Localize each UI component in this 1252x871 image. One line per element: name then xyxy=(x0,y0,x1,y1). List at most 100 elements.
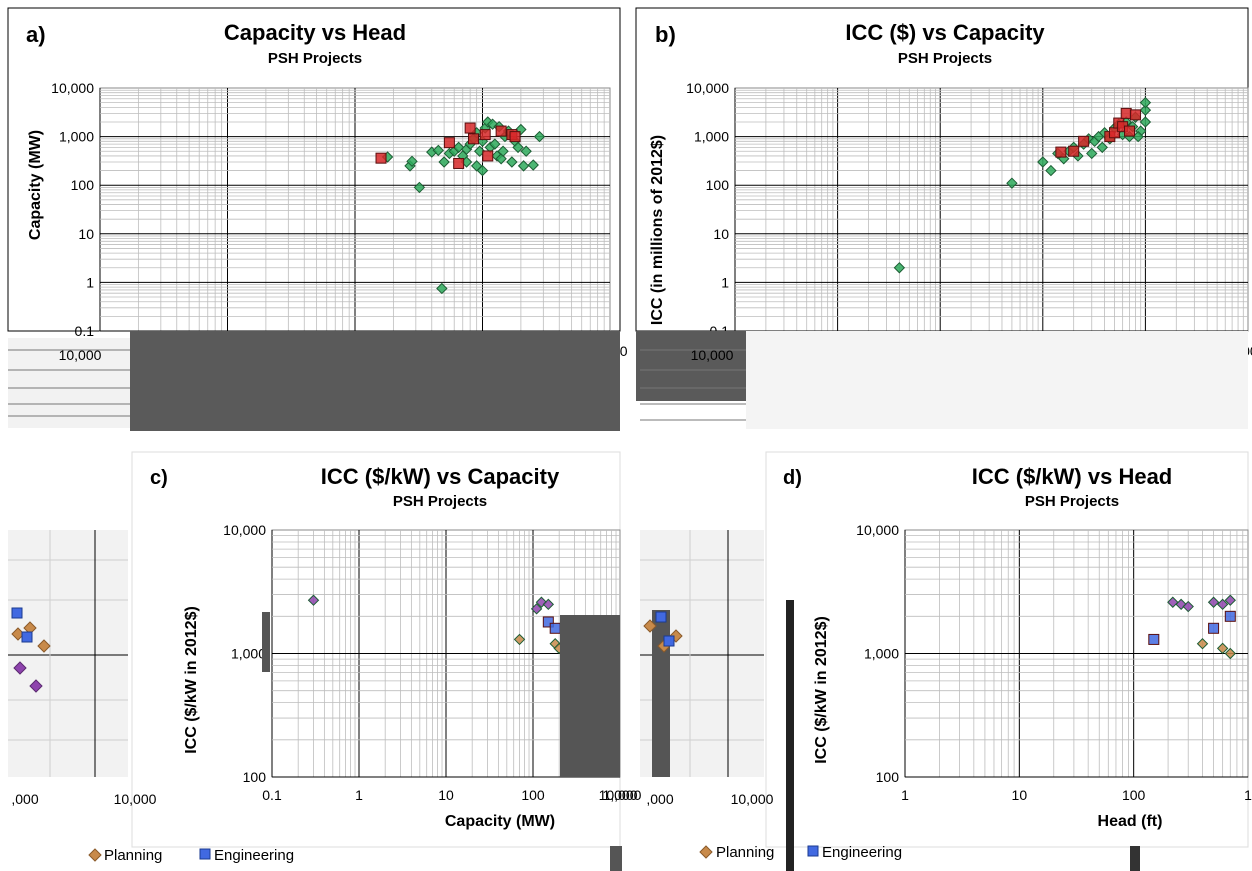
panel-b-title: ICC ($) vs Capacity xyxy=(845,20,1045,45)
panel-c-ytick: 100 xyxy=(243,769,267,785)
panel-b-point-engineering xyxy=(1139,116,1152,128)
glitch-bottom-right xyxy=(1130,846,1140,871)
panel-a-point-constructed xyxy=(375,152,387,164)
panel-d-xtick: 100 xyxy=(1122,787,1146,803)
panel-a-point-engineering xyxy=(436,282,448,295)
panel-a-point-engineering xyxy=(527,159,539,171)
panel-b-ytick: 100 xyxy=(706,177,730,193)
panel-a-label: a) xyxy=(26,22,46,47)
panel-d-point-planning xyxy=(1224,594,1236,606)
band-dark-a xyxy=(130,331,620,431)
panel-d-ytick: 10,000 xyxy=(856,522,899,538)
panel-b-point-constructed xyxy=(1124,125,1136,137)
panel-a-point-engineering xyxy=(432,144,444,157)
panel-c-xlabel: Capacity (MW) xyxy=(445,813,555,830)
panel-a-point-engineering xyxy=(476,164,489,177)
panel-a-title: Capacity vs Head xyxy=(224,20,406,45)
frag-mid-tick-1: 10,000 xyxy=(731,791,774,807)
panel-d-point-planning xyxy=(1207,596,1220,608)
panel-c-ytick: 1,000 xyxy=(231,646,266,662)
panel-d-point-planning xyxy=(1216,598,1229,611)
band-dark-b xyxy=(636,331,746,401)
panel-b-point-engineering xyxy=(1045,164,1057,177)
panel-d-xtick: 1 xyxy=(901,787,909,803)
glitch-bottom-mid xyxy=(610,846,622,871)
panel-a-point-constructed xyxy=(464,122,476,134)
panel-c-title: ICC ($/kW) vs Capacity xyxy=(321,464,560,489)
panel-b-point-constructed xyxy=(1129,109,1141,121)
panel-b-ytick: 1 xyxy=(721,274,729,290)
frag-left-legend-marker-1 xyxy=(199,848,211,860)
panel-a-point-engineering xyxy=(473,145,486,157)
frag-mid-artifact xyxy=(652,610,670,777)
glitch-c-right xyxy=(560,615,620,777)
glitch-blocks-bottom xyxy=(262,612,1140,871)
frag-mid-points xyxy=(643,611,683,653)
band-tick-a: 10,000 xyxy=(59,347,102,363)
panel-c-xtick: 10,000 xyxy=(599,787,642,803)
panel-c-point-planning xyxy=(530,603,543,615)
panel-c-label: c) xyxy=(150,467,168,489)
panel-c-xtick: 0.1 xyxy=(262,787,282,803)
panel-b-point-engineering xyxy=(1006,177,1018,189)
panel-a-ylabel: Capacity (MW) xyxy=(27,130,44,240)
panel-b-point-constructed xyxy=(1068,145,1080,157)
panel-a-point-constructed xyxy=(509,131,521,143)
panel-c-point-planning xyxy=(307,594,320,606)
panel-d-label: d) xyxy=(783,467,802,489)
panel-d-point-constructed xyxy=(1224,647,1236,660)
panel-b-subtitle: PSH Projects xyxy=(898,50,992,67)
panel-a-point-constructed xyxy=(479,129,491,141)
frag-mid-legend-0: Planning xyxy=(716,844,774,861)
fragment-mid: ,000 10,000 Planning Engineering xyxy=(640,530,902,871)
panel-b-point-engineering xyxy=(1037,156,1049,168)
panel-c-ytick: 10,000 xyxy=(223,522,266,538)
panel-a-point-constructed xyxy=(495,125,507,137)
panel-d-point-planning xyxy=(1182,600,1194,613)
panel-b-ytick: 1,000 xyxy=(694,129,729,145)
panel-c-point-engineering xyxy=(549,622,561,634)
panel-a-ytick: 10 xyxy=(78,226,94,242)
panel-c-xtick: 1,000 xyxy=(602,787,637,803)
panel-b-point-constructed xyxy=(1078,135,1090,147)
panel-a-ytick: 10,000 xyxy=(51,80,94,96)
panel-d-point-constructed xyxy=(1196,638,1209,650)
panel-d-point-engineering xyxy=(1208,622,1220,634)
panel-b-ytick: 10,000 xyxy=(686,80,729,96)
panel-a-point-engineering xyxy=(452,141,465,154)
panel-d-point-constructed xyxy=(1216,642,1229,655)
glitch-band-top: 10,000 10,000 xyxy=(8,331,1248,431)
frag-left-plot xyxy=(8,530,128,777)
panel-c-xtick: 100 xyxy=(521,787,545,803)
panel-d-ytick: 100 xyxy=(876,769,900,785)
band-light-a xyxy=(8,338,130,428)
panel-b-point-engineering xyxy=(1139,104,1152,116)
panel-c-point-engineering xyxy=(542,616,554,628)
panel-c-point-planning xyxy=(542,598,555,611)
panel-a-point-engineering xyxy=(533,130,546,143)
panel-a-point-engineering xyxy=(512,141,524,154)
frag-left-grid xyxy=(8,530,128,777)
panel-a-point-engineering xyxy=(489,138,501,150)
panel-b-plot-area xyxy=(734,87,1249,332)
fragment-left: ,000 10,000 Planning Engineering xyxy=(8,530,294,864)
panel-a-point-constructed xyxy=(453,157,465,169)
panel-a-point-engineering xyxy=(406,155,418,168)
frag-left-points xyxy=(11,607,51,693)
panel-b-label: b) xyxy=(655,22,676,47)
panel-b-point-engineering xyxy=(893,262,906,274)
panel-d-subtitle: PSH Projects xyxy=(1025,493,1119,510)
panel-d-xtick: 10 xyxy=(1012,787,1028,803)
panel-d-point-planning xyxy=(1167,596,1179,608)
panel-c-subtitle: PSH Projects xyxy=(393,493,487,510)
panel-d-ylabel: ICC ($/kW in 2012$) xyxy=(813,616,830,764)
panel-b-icc-vs-capacity: b) ICC ($) vs Capacity PSH Projects ICC … xyxy=(635,7,1252,417)
panel-a-point-engineering xyxy=(517,160,530,172)
panel-b-point-engineering xyxy=(1086,147,1098,160)
panel-c-xtick: 1 xyxy=(355,787,363,803)
panel-a-point-constructed xyxy=(443,137,455,149)
glitch-c-left xyxy=(262,612,270,672)
panel-c-point-constructed xyxy=(513,633,526,646)
